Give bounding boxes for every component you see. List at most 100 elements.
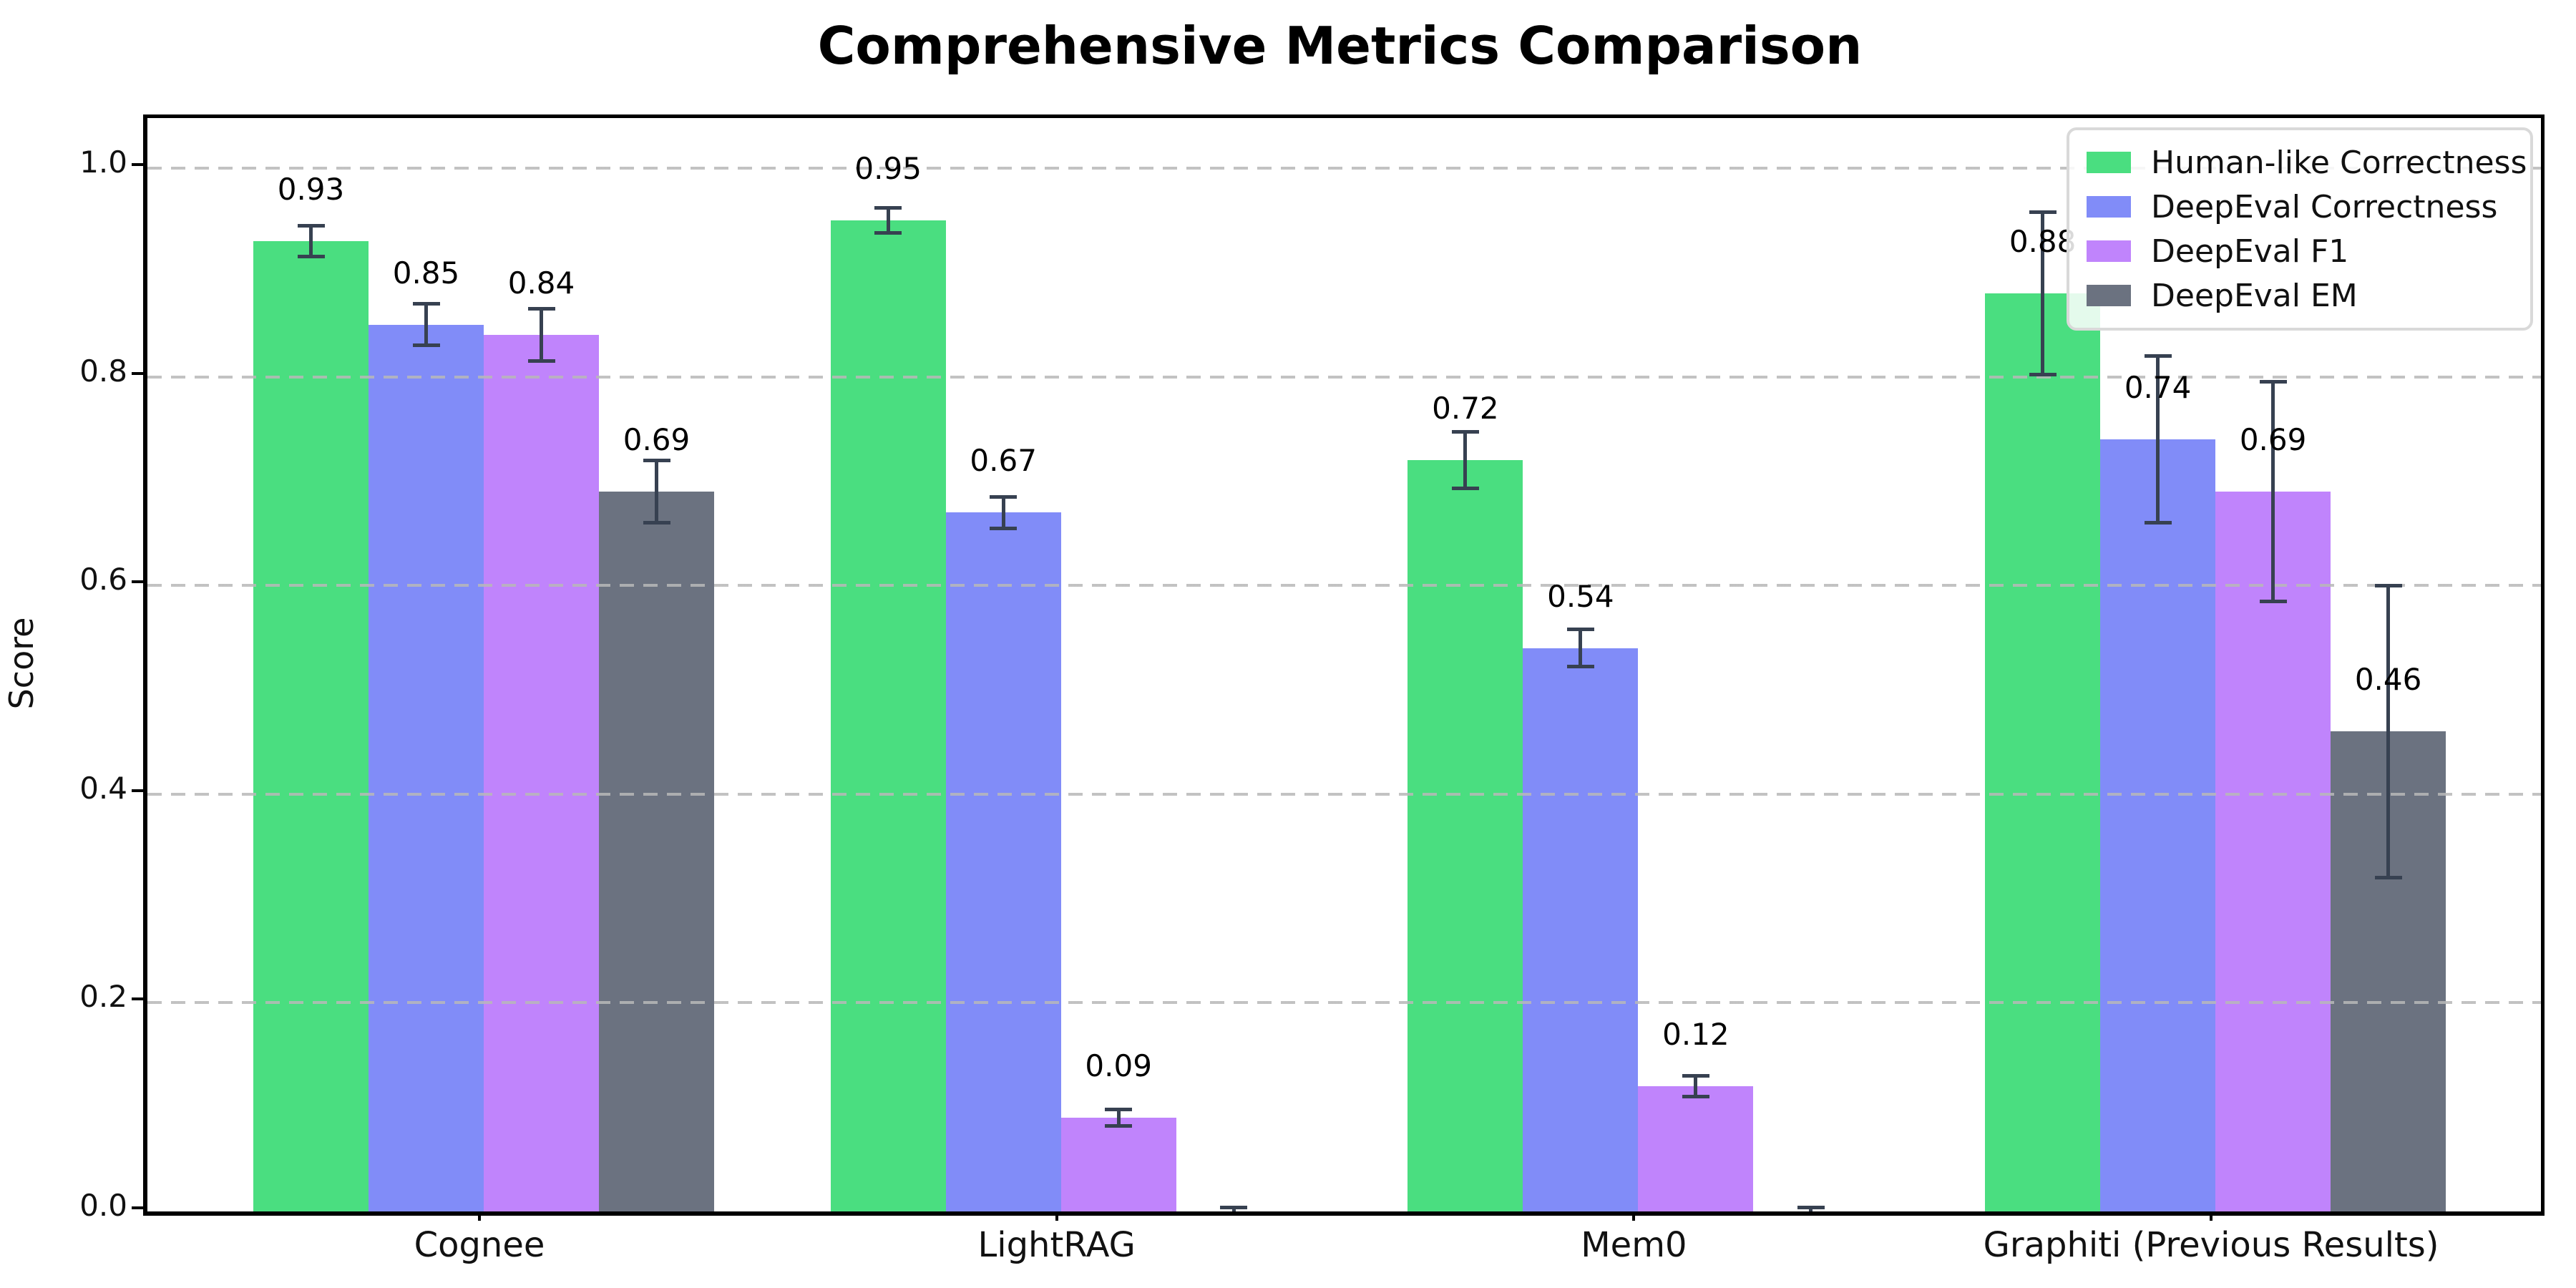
y-tick-label: 1.0 xyxy=(79,145,127,180)
bar xyxy=(1060,1117,1176,1211)
bar xyxy=(599,491,714,1211)
bar xyxy=(1407,460,1523,1211)
value-label: 0.85 xyxy=(392,255,460,291)
bar xyxy=(253,241,369,1211)
error-bar-cap-bottom xyxy=(2374,875,2402,879)
error-bar-cap-bottom xyxy=(990,526,1018,530)
bar xyxy=(945,512,1061,1211)
legend-item: DeepEval Correctness xyxy=(2087,185,2513,229)
y-tick-label: 0.0 xyxy=(79,1188,127,1223)
value-label: 0.46 xyxy=(2354,662,2422,698)
gridline xyxy=(147,1001,2541,1005)
error-bar xyxy=(2156,356,2160,523)
legend-item: Human-like Correctness xyxy=(2087,140,2527,185)
bar xyxy=(1985,293,2101,1211)
error-bar-cap-top xyxy=(1451,430,1479,434)
bar xyxy=(2100,439,2216,1211)
bar xyxy=(830,220,946,1211)
y-tick-label: 0.2 xyxy=(79,979,127,1015)
error-bar-cap-top xyxy=(297,223,325,228)
gridline xyxy=(147,167,2541,170)
error-bar xyxy=(1694,1075,1698,1097)
error-bar xyxy=(1809,1207,1813,1211)
error-bar-cap-bottom xyxy=(527,359,555,364)
x-tick-mark xyxy=(2210,1209,2213,1221)
y-tick-label: 0.4 xyxy=(79,770,127,806)
error-bar xyxy=(1231,1207,1236,1211)
error-bar-cap-top xyxy=(990,494,1018,499)
error-bar-cap-top xyxy=(874,205,902,210)
x-tick-label: Cognee xyxy=(414,1225,545,1265)
y-tick-mark xyxy=(132,163,143,166)
error-bar-cap-bottom xyxy=(1451,487,1479,491)
legend-swatch xyxy=(2087,240,2131,262)
value-label: 0.09 xyxy=(1085,1048,1152,1083)
error-bar xyxy=(1001,497,1005,529)
y-tick-label: 0.6 xyxy=(79,562,127,597)
bar xyxy=(369,324,484,1211)
x-tick-label: LightRAG xyxy=(977,1225,1136,1265)
value-label: 0.74 xyxy=(2124,370,2192,406)
x-tick-label: Mem0 xyxy=(1581,1225,1687,1265)
error-bar-cap-bottom xyxy=(2259,599,2287,603)
value-label: 0.69 xyxy=(623,421,691,457)
legend-item: DeepEval F1 xyxy=(2087,229,2513,273)
y-tick-mark xyxy=(132,371,143,375)
error-bar-cap-top xyxy=(412,302,440,306)
error-bar-cap-top xyxy=(1105,1107,1133,1111)
y-tick-mark xyxy=(132,789,143,792)
value-label: 0.54 xyxy=(1547,578,1614,614)
error-bar xyxy=(540,308,543,361)
error-bar-cap-bottom xyxy=(2029,373,2057,377)
value-label: 0.88 xyxy=(2009,223,2077,259)
legend-label: Human-like Correctness xyxy=(2151,144,2527,181)
error-bar xyxy=(1463,431,1468,489)
value-label: 0.69 xyxy=(2239,421,2307,457)
legend: Human-like Correctness DeepEval Correctne… xyxy=(2067,127,2533,331)
bar xyxy=(1523,648,1639,1211)
error-bar-cap-top xyxy=(2144,353,2172,358)
x-tick-label: Graphiti (Previous Results) xyxy=(1983,1225,2439,1265)
error-bar xyxy=(2386,585,2391,878)
gridline xyxy=(147,584,2541,587)
x-tick-mark xyxy=(478,1209,481,1221)
legend-swatch xyxy=(2087,285,2131,306)
error-bar-cap-top xyxy=(2029,210,2057,214)
y-tick-label: 0.8 xyxy=(79,353,127,389)
bar xyxy=(484,335,599,1211)
error-bar-cap-top xyxy=(1797,1205,1825,1209)
legend-swatch xyxy=(2087,152,2131,173)
error-bar-cap-bottom xyxy=(1220,1214,1247,1216)
bar xyxy=(1638,1086,1754,1211)
value-label: 0.72 xyxy=(1432,391,1499,426)
error-bar-cap-bottom xyxy=(643,521,670,525)
legend-label: DeepEval F1 xyxy=(2151,233,2349,270)
y-tick-mark xyxy=(132,997,143,1001)
error-bar-cap-top xyxy=(2374,583,2402,587)
legend-item: DeepEval EM xyxy=(2087,273,2513,318)
legend-label: DeepEval EM xyxy=(2151,277,2358,314)
value-label: 0.67 xyxy=(970,443,1037,479)
error-bar-cap-top xyxy=(1682,1073,1709,1078)
gridline xyxy=(147,375,2541,379)
error-bar xyxy=(1579,629,1583,667)
error-bar xyxy=(655,460,658,523)
error-bar-cap-bottom xyxy=(1797,1214,1825,1216)
error-bar-cap-bottom xyxy=(874,230,902,235)
error-bar-cap-bottom xyxy=(2144,521,2172,525)
error-bar xyxy=(1116,1109,1121,1126)
value-label: 0.84 xyxy=(507,265,575,301)
y-tick-mark xyxy=(132,1206,143,1209)
error-bar-cap-bottom xyxy=(1566,665,1594,669)
y-tick-mark xyxy=(132,580,143,584)
value-label: 0.93 xyxy=(277,172,345,208)
error-bar xyxy=(2041,212,2045,375)
value-label: 0.12 xyxy=(1662,1017,1729,1053)
x-tick-mark xyxy=(1055,1209,1058,1221)
error-bar xyxy=(2271,381,2275,602)
error-bar-cap-top xyxy=(1220,1205,1248,1209)
error-bar-cap-top xyxy=(2259,380,2287,384)
error-bar-cap-top xyxy=(527,307,555,311)
chart-title: Comprehensive Metrics Comparison xyxy=(817,16,1863,76)
